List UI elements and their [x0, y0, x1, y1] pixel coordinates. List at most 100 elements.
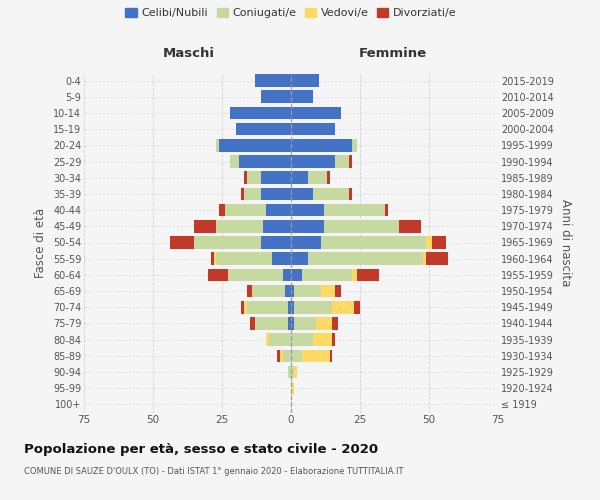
- Bar: [208, 268, 227, 281]
- Bar: [322, 285, 335, 298]
- Bar: [349, 188, 352, 200]
- Bar: [241, 301, 244, 314]
- Bar: [266, 204, 291, 216]
- Bar: [244, 188, 260, 200]
- Bar: [250, 317, 255, 330]
- Bar: [294, 366, 296, 378]
- Bar: [424, 252, 426, 265]
- Bar: [241, 188, 244, 200]
- Bar: [260, 172, 291, 184]
- Text: Popolazione per età, sesso e stato civile - 2020: Popolazione per età, sesso e stato civil…: [24, 442, 378, 456]
- Bar: [217, 252, 272, 265]
- Bar: [352, 139, 357, 151]
- Bar: [255, 317, 288, 330]
- Bar: [291, 220, 324, 232]
- Bar: [280, 350, 283, 362]
- Bar: [291, 236, 322, 249]
- Bar: [327, 172, 329, 184]
- Bar: [335, 155, 349, 168]
- Bar: [349, 155, 352, 168]
- Bar: [291, 90, 313, 103]
- Bar: [194, 236, 260, 249]
- Bar: [283, 268, 291, 281]
- Legend: Celibi/Nubili, Coniugati/e, Vedovi/e, Divorziati/e: Celibi/Nubili, Coniugati/e, Vedovi/e, Di…: [121, 3, 461, 22]
- Bar: [214, 252, 217, 265]
- Bar: [225, 204, 266, 216]
- Bar: [324, 220, 398, 232]
- Bar: [272, 252, 291, 265]
- Bar: [322, 236, 426, 249]
- Bar: [332, 334, 335, 346]
- Bar: [283, 350, 291, 362]
- Bar: [255, 74, 291, 87]
- Bar: [260, 188, 291, 200]
- Bar: [244, 172, 247, 184]
- Bar: [230, 155, 239, 168]
- Bar: [291, 334, 313, 346]
- Bar: [357, 268, 379, 281]
- Bar: [291, 317, 294, 330]
- Bar: [432, 236, 446, 249]
- Bar: [227, 268, 283, 281]
- Text: Femmine: Femmine: [359, 46, 427, 60]
- Bar: [260, 236, 291, 249]
- Bar: [291, 252, 308, 265]
- Bar: [260, 90, 291, 103]
- Text: COMUNE DI SAUZE D'OULX (TO) - Dati ISTAT 1° gennaio 2020 - Elaborazione TUTTITAL: COMUNE DI SAUZE D'OULX (TO) - Dati ISTAT…: [24, 468, 404, 476]
- Bar: [288, 366, 291, 378]
- Bar: [291, 382, 294, 394]
- Bar: [324, 204, 385, 216]
- Bar: [332, 301, 355, 314]
- Bar: [269, 334, 291, 346]
- Bar: [277, 350, 280, 362]
- Bar: [247, 172, 260, 184]
- Bar: [426, 252, 448, 265]
- Bar: [247, 301, 288, 314]
- Bar: [217, 220, 263, 232]
- Bar: [398, 220, 421, 232]
- Bar: [247, 285, 253, 298]
- Bar: [329, 350, 332, 362]
- Bar: [219, 204, 225, 216]
- Bar: [308, 252, 424, 265]
- Bar: [236, 123, 291, 136]
- Bar: [230, 106, 291, 120]
- Bar: [313, 188, 349, 200]
- Bar: [194, 220, 217, 232]
- Bar: [219, 139, 291, 151]
- Bar: [244, 301, 247, 314]
- Bar: [291, 204, 324, 216]
- Bar: [291, 285, 294, 298]
- Bar: [239, 155, 291, 168]
- Bar: [288, 317, 291, 330]
- Bar: [291, 139, 352, 151]
- Bar: [266, 334, 269, 346]
- Bar: [211, 252, 214, 265]
- Bar: [302, 350, 329, 362]
- Bar: [426, 236, 432, 249]
- Bar: [291, 106, 341, 120]
- Bar: [294, 285, 322, 298]
- Bar: [253, 285, 286, 298]
- Y-axis label: Fasce di età: Fasce di età: [34, 208, 47, 278]
- Bar: [335, 285, 341, 298]
- Bar: [332, 317, 338, 330]
- Bar: [288, 301, 291, 314]
- Bar: [291, 366, 294, 378]
- Text: Maschi: Maschi: [163, 46, 215, 60]
- Bar: [352, 268, 357, 281]
- Bar: [313, 334, 332, 346]
- Bar: [286, 285, 291, 298]
- Bar: [217, 139, 219, 151]
- Bar: [308, 172, 327, 184]
- Bar: [291, 350, 302, 362]
- Bar: [291, 172, 308, 184]
- Bar: [291, 301, 294, 314]
- Bar: [294, 301, 332, 314]
- Bar: [263, 220, 291, 232]
- Bar: [291, 188, 313, 200]
- Bar: [291, 74, 319, 87]
- Bar: [291, 155, 335, 168]
- Bar: [316, 317, 332, 330]
- Bar: [170, 236, 194, 249]
